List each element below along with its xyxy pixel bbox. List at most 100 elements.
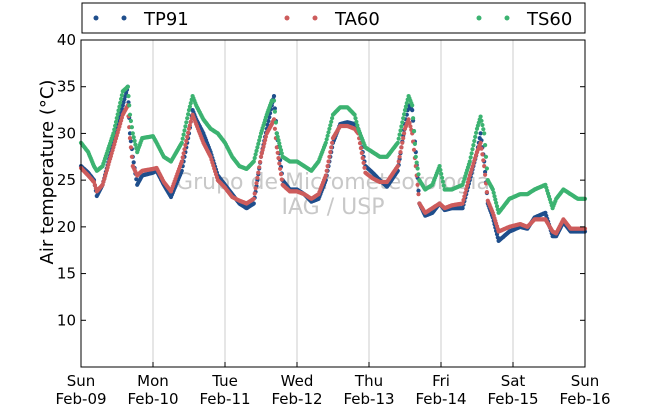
point-ts60-39 xyxy=(112,127,117,132)
legend-label-tp91: TP91 xyxy=(143,9,189,30)
y-tick-labels: 10 15 20 25 30 35 40 xyxy=(57,31,76,329)
series-layer xyxy=(78,84,588,243)
point-ts60-222 xyxy=(272,109,277,114)
x-tick-weekday-4: Thu xyxy=(354,372,383,390)
point-ta60-200 xyxy=(254,181,259,186)
point-ta60-126 xyxy=(187,123,192,128)
point-ts60-283 xyxy=(327,126,332,131)
point-ta60-209 xyxy=(262,141,267,146)
legend-label-ts60: TS60 xyxy=(526,9,572,30)
point-ts60-454 xyxy=(479,118,484,123)
point-ts60-63 xyxy=(132,138,137,143)
point-ts60-38 xyxy=(111,131,116,136)
point-ta60-460 xyxy=(484,190,489,195)
x-tick-date-0: Feb-09 xyxy=(55,390,106,408)
y-tick-label-5: 35 xyxy=(57,78,76,96)
point-ta60-454 xyxy=(479,146,484,151)
point-ts60-124 xyxy=(186,112,191,117)
point-ta60-206 xyxy=(259,151,264,156)
point-ts60-56 xyxy=(126,94,131,99)
legend-marker-ta60-b xyxy=(312,15,318,21)
point-ta60-120 xyxy=(182,147,187,152)
x-tick-date-6: Feb-15 xyxy=(487,390,538,408)
point-ts60-281 xyxy=(325,133,330,138)
point-ts60-59 xyxy=(128,118,133,124)
point-ta60-458 xyxy=(483,172,488,177)
point-ts60-226 xyxy=(276,138,281,143)
point-ts60-125 xyxy=(186,108,192,113)
point-ts60-457 xyxy=(482,131,487,136)
point-ts60-42 xyxy=(114,116,119,121)
point-ts60-409 xyxy=(439,171,444,176)
point-ts60-314 xyxy=(355,123,360,128)
point-ts60-198 xyxy=(252,155,257,161)
point-ts60-407 xyxy=(437,164,442,169)
x-tick-weekday-3: Wed xyxy=(281,372,314,390)
point-ts60-445 xyxy=(471,143,476,148)
point-ta60-123 xyxy=(185,134,190,139)
point-ts60-411 xyxy=(440,179,445,184)
point-ts60-61 xyxy=(130,131,135,136)
point-ta60-201 xyxy=(255,175,260,180)
point-ts60-199 xyxy=(253,152,258,157)
point-ts60-55 xyxy=(125,84,130,89)
x-tick-weekday-5: Fri xyxy=(432,372,450,390)
plot-frame xyxy=(80,39,586,368)
x-tick-labels: SunFeb-09MonFeb-10TueFeb-11WedFeb-12ThuF… xyxy=(55,372,610,408)
point-ta60-439 xyxy=(465,180,471,185)
point-ts60-469 xyxy=(492,194,497,199)
point-ts60-442 xyxy=(468,155,473,160)
point-ts60-458 xyxy=(483,143,488,148)
point-ts60-382 xyxy=(415,166,420,171)
point-ts60-122 xyxy=(184,120,189,125)
y-axis-label: Air temperature (°C) xyxy=(37,80,58,265)
y-tick-label-1: 15 xyxy=(57,265,76,283)
point-ts60-367 xyxy=(402,112,407,117)
point-tp91-197 xyxy=(251,201,256,206)
point-ta60-438 xyxy=(465,183,470,189)
point-tp91-62 xyxy=(131,160,136,165)
point-ts60-366 xyxy=(401,116,406,121)
point-ts60-120 xyxy=(182,128,187,133)
point-ta60-224 xyxy=(274,145,279,150)
point-ta60-204 xyxy=(258,159,263,165)
point-ts60-376 xyxy=(410,103,415,108)
point-ta60-198 xyxy=(252,191,257,196)
point-ts60-228 xyxy=(278,144,283,149)
point-ta60-230 xyxy=(279,177,284,182)
point-ta60-433 xyxy=(460,201,465,206)
point-ts60-62 xyxy=(131,135,136,140)
point-ts60-471 xyxy=(494,200,499,205)
x-tick-date-2: Feb-11 xyxy=(199,390,250,408)
point-ts60-57 xyxy=(127,103,132,108)
point-ts60-60 xyxy=(129,125,134,130)
point-ta60-205 xyxy=(258,154,264,159)
point-ta60-226 xyxy=(276,156,281,161)
point-ta60-58 xyxy=(127,136,133,141)
point-ts60-410 xyxy=(440,175,445,180)
series-ts60 xyxy=(78,84,588,215)
point-ta60-366 xyxy=(401,136,406,141)
x-tick-weekday-7: Sun xyxy=(571,372,600,390)
point-ta60-282 xyxy=(326,159,331,164)
point-ts60-284 xyxy=(328,123,333,128)
point-ts60-282 xyxy=(326,130,331,135)
point-ts60-459 xyxy=(483,154,489,159)
point-ts60-379 xyxy=(412,141,417,146)
point-ts60-443 xyxy=(469,151,474,156)
point-ts60-48 xyxy=(119,93,124,98)
point-tp91-214 xyxy=(266,118,271,124)
point-ta60-317 xyxy=(357,141,363,146)
point-tp91-376 xyxy=(410,108,415,113)
point-ta60-361 xyxy=(396,159,401,164)
point-ts60-377 xyxy=(411,116,416,121)
y-tick-label-2: 20 xyxy=(57,218,76,236)
point-ta60-360 xyxy=(395,164,400,169)
point-ta60-125 xyxy=(186,126,192,131)
x-tick-date-1: Feb-10 xyxy=(127,390,178,408)
point-ta60-453 xyxy=(478,140,483,145)
point-tp91-221 xyxy=(271,94,277,99)
point-ta60-122 xyxy=(184,138,189,144)
point-ts60-43 xyxy=(115,112,120,117)
point-tp91-52 xyxy=(123,94,128,99)
